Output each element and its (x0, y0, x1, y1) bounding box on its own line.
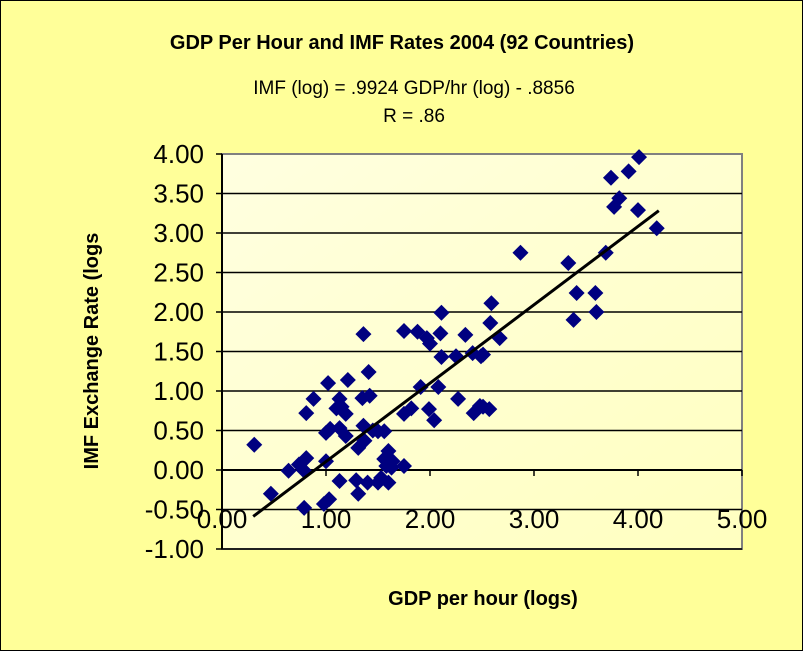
data-point (355, 326, 372, 343)
equation-annotation: IMF (log) = .9924 GDP/hr (log) - .8856 (253, 78, 575, 99)
data-point (648, 220, 665, 237)
data-point (321, 491, 338, 508)
y-tick-label: 2.00 (153, 297, 204, 327)
data-point (320, 375, 337, 392)
r-annotation: R = .86 (383, 106, 445, 127)
data-point (296, 499, 313, 516)
data-point (630, 202, 646, 219)
data-point (331, 473, 348, 490)
chart-title: GDP Per Hour and IMF Rates 2004 (92 Coun… (170, 32, 634, 54)
y-tick-label: -0.50 (145, 495, 204, 525)
data-point (588, 304, 605, 320)
data-point (403, 400, 420, 417)
data-point (560, 255, 577, 272)
data-point (433, 349, 450, 366)
data-point (606, 198, 623, 215)
data-point (348, 472, 365, 489)
data-point (450, 390, 467, 407)
data-point (422, 335, 438, 352)
data-point (426, 412, 443, 429)
y-tick-label: 1.00 (153, 376, 204, 406)
x-tick-label: 4.00 (613, 504, 664, 534)
data-point (339, 371, 356, 388)
data-point (396, 322, 412, 339)
data-point (246, 436, 263, 453)
data-point (337, 428, 354, 445)
data-point (262, 485, 279, 502)
data-point (322, 420, 339, 437)
data-point (412, 379, 429, 396)
y-tick-label: 3.00 (153, 218, 204, 248)
data-point (305, 390, 322, 407)
data-point (472, 348, 489, 365)
x-tick-label: 2.00 (405, 504, 456, 534)
data-point (280, 462, 297, 479)
data-point (376, 423, 393, 440)
data-point (360, 364, 377, 381)
y-tick-label: 0.00 (153, 455, 204, 485)
data-point (602, 169, 619, 186)
data-point (361, 387, 378, 404)
data-point (432, 325, 449, 342)
x-tick-label: 5.00 (717, 504, 768, 534)
data-point (457, 326, 474, 343)
data-point (631, 149, 648, 166)
y-tick-label: 3.50 (153, 179, 204, 209)
data-point (587, 285, 604, 302)
data-point (512, 244, 529, 261)
data-point (430, 379, 447, 396)
data-point (471, 398, 488, 415)
x-tick-label: 0.00 (197, 504, 248, 534)
data-point (359, 474, 376, 491)
data-point (298, 405, 315, 422)
data-point (433, 304, 450, 321)
y-tick-label: 1.50 (153, 337, 204, 367)
y-tick-label: -1.00 (145, 534, 204, 564)
data-point (482, 315, 499, 332)
data-point (333, 398, 350, 415)
data-point (373, 469, 390, 486)
y-tick-label: 0.50 (153, 416, 204, 446)
data-point (378, 458, 395, 475)
x-axis-label: GDP per hour (logs) (388, 588, 578, 610)
x-tick-label: 3.00 (509, 504, 560, 534)
data-point (420, 401, 437, 418)
data-point (568, 285, 585, 302)
data-point (483, 295, 500, 312)
y-tick-label: 2.50 (153, 258, 204, 288)
trendline (252, 209, 660, 518)
data-point (364, 422, 381, 439)
y-tick-label: 4.00 (153, 139, 204, 169)
data-point (396, 458, 412, 475)
data-point (620, 163, 637, 180)
data-point (350, 485, 367, 502)
y-axis-label: IMF Exchange Rate (logs (81, 233, 103, 470)
data-point (565, 311, 582, 328)
